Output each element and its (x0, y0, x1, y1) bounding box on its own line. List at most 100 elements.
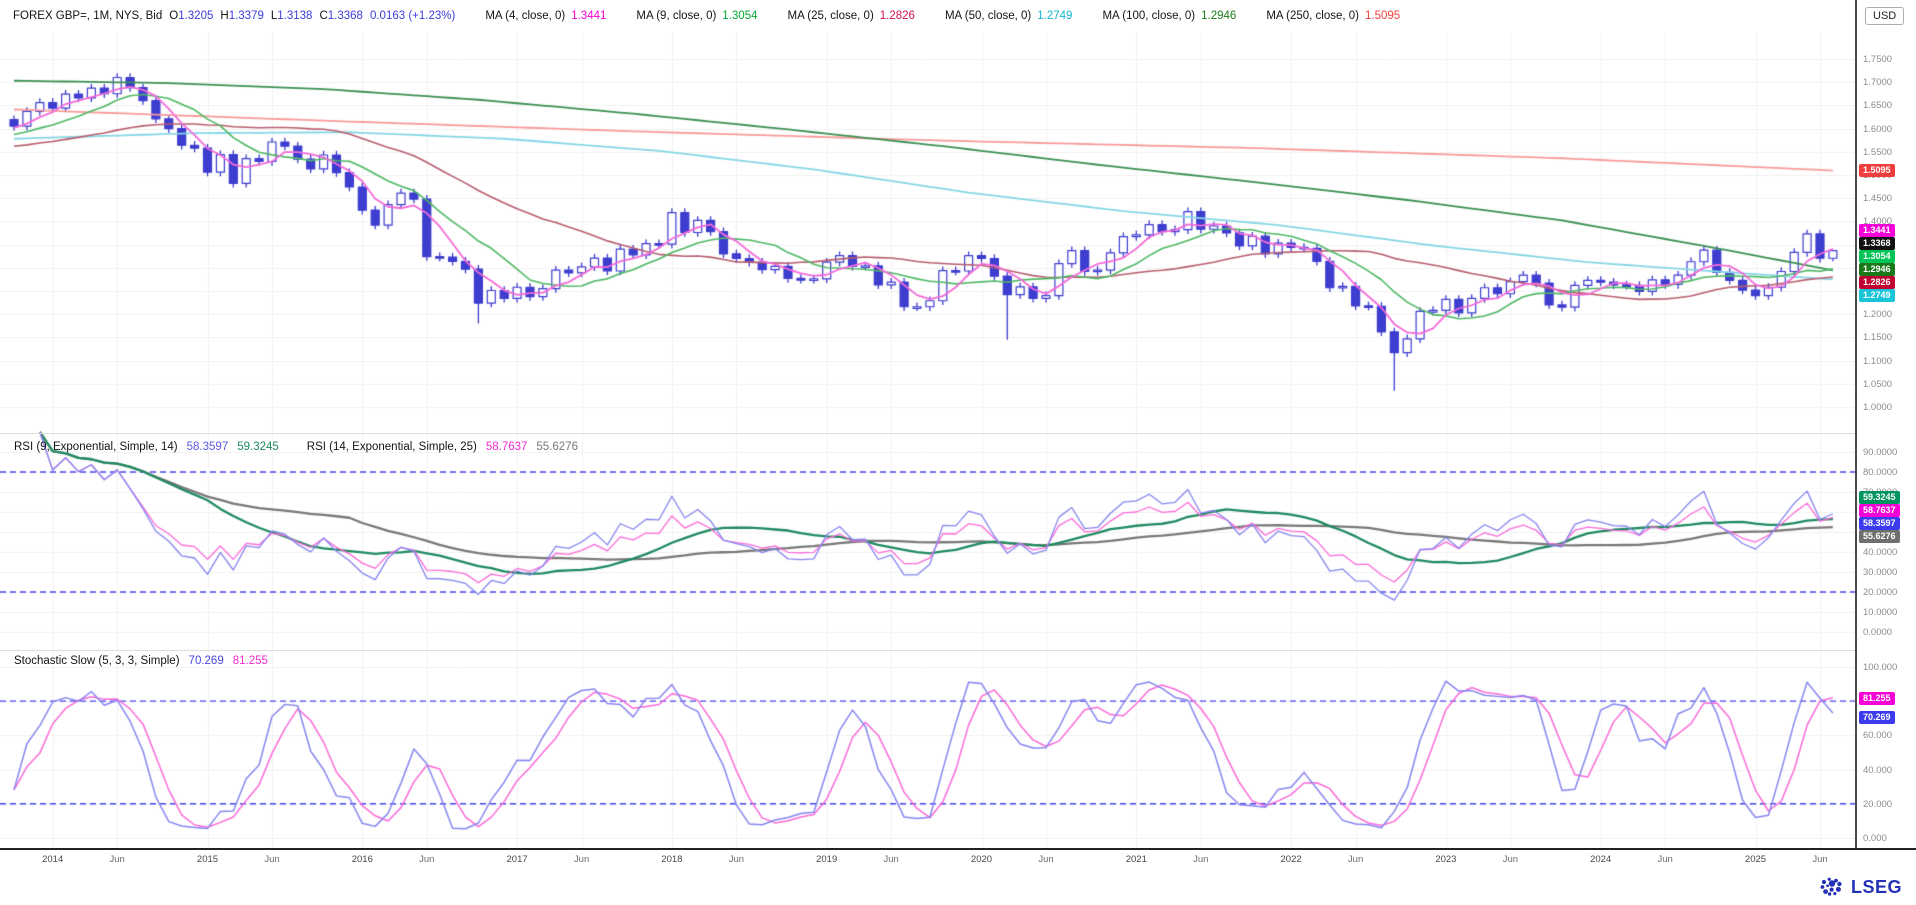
time-tick-year: 2014 (42, 854, 64, 865)
time-tick-month: Jun (573, 854, 590, 865)
ma-legend-label: MA (25, close, 0) (787, 10, 874, 22)
time-axis[interactable]: 2014 Jun 2015 Jun 2016 Jun 2017 Jun 2018 Jun 2019 J… (0, 850, 1916, 872)
rsi-fast-value: 58.3597 (186, 441, 229, 453)
ma-legend-value: 1.2749 (1037, 10, 1073, 22)
time-tick-year: 2020 (970, 854, 993, 865)
stoch-pane-header[interactable]: Stochastic Slow (5, 3, 3, Simple) 70.269… (14, 655, 268, 667)
axis-tick-label: 1.7000 (1863, 77, 1893, 89)
pane-divider-rsi[interactable] (0, 433, 1855, 434)
time-tick-month: Jun (419, 854, 435, 865)
ma-legend-value: 1.5095 (1365, 10, 1401, 22)
rsi-slow-label: RSI (14, Exponential, Simple, 25) (306, 441, 477, 453)
open-label: O (169, 10, 179, 22)
x-axis-line (0, 848, 1916, 850)
time-tick-year: 2018 (661, 854, 683, 865)
axis-tick-label: 1.6500 (1863, 100, 1893, 112)
legend-bar: FOREX GBP=, 1M, NYS, Bid O1.3205 H1.3379… (0, 0, 1855, 32)
ma-legend-value: 1.2946 (1201, 10, 1237, 22)
stoch-k-value: 70.269 (188, 655, 224, 667)
change-value: 0.0163 (+1.23%) (369, 10, 456, 22)
time-tick-year: 2019 (816, 854, 838, 865)
axis-tick-label: 1.4000 (1863, 216, 1893, 228)
ma-legend-item[interactable]: MA (50, close, 0) 1.2749 (945, 10, 1072, 22)
axis-tick-label: 1.1500 (1863, 332, 1893, 344)
axis-tick-label: 1.2000 (1863, 309, 1893, 321)
ma-legend-value: 1.3054 (722, 10, 758, 22)
axis-tick-label: 40.000 (1863, 764, 1893, 776)
time-tick-month: Jun (883, 854, 899, 865)
time-tick-month: Jun (109, 854, 125, 865)
ma-legend-item[interactable]: MA (4, close, 0) 1.3441 (485, 10, 606, 22)
stoch-label: Stochastic Slow (5, 3, 3, Simple) (14, 655, 180, 667)
axis-tick-label: 40.0000 (1863, 547, 1898, 558)
currency-badge[interactable]: USD (1865, 7, 1905, 25)
axis-value-badge: 55.6276 (1859, 530, 1900, 544)
close-value: 1.3368 (327, 10, 363, 22)
time-tick-year: 2025 (1744, 854, 1767, 865)
lseg-logo-icon (1819, 873, 1845, 902)
axis-value-badge: 81.255 (1859, 692, 1895, 706)
instrument-title: FOREX GBP=, 1M, NYS, Bid (13, 10, 163, 22)
axis-value-badge: 58.3597 (1859, 517, 1900, 531)
axis-tick-label: 1.0000 (1863, 402, 1893, 413)
axis-value-badge: 1.3054 (1859, 250, 1895, 264)
axis-tick-label: 0.0000 (1863, 627, 1893, 638)
ma-legend-label: MA (50, close, 0) (944, 10, 1032, 22)
time-tick-month: Jun (1502, 854, 1519, 865)
ma-legend-label: MA (9, close, 0) (636, 10, 717, 22)
low-value: 1.3138 (277, 10, 313, 22)
time-tick-month: Jun (1657, 854, 1673, 865)
ma-legend-label: MA (4, close, 0) (485, 10, 566, 22)
ma-legend-label: MA (250, close, 0) (1266, 10, 1360, 22)
price-axis-pane[interactable]: USD 1.75001.70001.65001.60001.55001.5000… (1855, 0, 1916, 848)
axis-value-badge: 1.2946 (1859, 263, 1895, 277)
axis-tick-label: 30.0000 (1863, 567, 1898, 578)
time-tick-month: Jun (728, 854, 745, 865)
rsi-fast-label: RSI (9, Exponential, Simple, 14) (14, 441, 178, 453)
axis-value-badge: 1.3441 (1859, 224, 1895, 238)
time-tick-year: 2015 (196, 854, 219, 865)
axis-tick-label: 20.000 (1863, 798, 1893, 810)
ma-legend-value: 1.3441 (571, 10, 607, 22)
rsi-slow-ma-value: 55.6276 (536, 441, 578, 453)
time-tick-month: Jun (264, 854, 280, 865)
chart-plot-canvas[interactable] (0, 0, 1855, 848)
axis-value-badge: 1.5095 (1859, 164, 1895, 178)
time-tick-month: Jun (1812, 854, 1828, 865)
ma-legend-value: 1.2826 (879, 10, 915, 22)
rsi-pane-header[interactable]: RSI (9, Exponential, Simple, 14) 58.3597… (14, 441, 578, 453)
ma-legend-item[interactable]: MA (100, close, 0) 1.2946 (1102, 10, 1236, 22)
pane-divider-stoch[interactable] (0, 650, 1855, 651)
time-tick-year: 2021 (1125, 854, 1147, 865)
axis-tick-label: 0.000 (1863, 832, 1887, 844)
time-tick-year: 2024 (1590, 854, 1612, 865)
time-tick-month: Jun (1193, 854, 1209, 865)
time-tick-year: 2022 (1280, 854, 1302, 865)
axis-value-badge: 59.3245 (1859, 491, 1900, 505)
instrument-legend[interactable]: FOREX GBP=, 1M, NYS, Bid O1.3205 H1.3379… (13, 10, 455, 22)
axis-value-badge: 1.2826 (1859, 276, 1895, 290)
time-tick-month: Jun (1038, 854, 1054, 865)
axis-tick-label: 10.0000 (1863, 607, 1898, 618)
ma-legend-item[interactable]: MA (250, close, 0) 1.5095 (1266, 10, 1400, 22)
axis-tick-label: 100.000 (1863, 661, 1898, 673)
axis-tick-label: 20.0000 (1863, 587, 1898, 598)
high-label: H (220, 10, 229, 22)
axis-tick-label: 1.4500 (1863, 193, 1893, 205)
axis-value-badge: 58.7637 (1859, 504, 1900, 518)
lseg-logo-text: LSEG (1850, 877, 1902, 897)
lseg-logo: LSEG (1819, 873, 1902, 902)
axis-tick-label: 1.0500 (1863, 378, 1893, 390)
time-tick-year: 2016 (351, 854, 373, 865)
axis-tick-label: 1.7500 (1863, 53, 1893, 65)
open-value: 1.3205 (178, 10, 214, 22)
axis-value-badge: 1.3368 (1859, 237, 1895, 251)
axis-tick-label: 1.5500 (1863, 146, 1893, 158)
close-label: C (319, 10, 328, 22)
time-tick-month: Jun (1347, 854, 1364, 865)
ma-legend-item[interactable]: MA (9, close, 0) 1.3054 (636, 10, 757, 22)
ma-legend: MA (4, close, 0) 1.3441 MA (9, close, 0) 1.… (485, 10, 1400, 22)
time-tick-year: 2017 (506, 854, 528, 865)
ma-legend-item[interactable]: MA (25, close, 0) 1.2826 (787, 10, 914, 22)
